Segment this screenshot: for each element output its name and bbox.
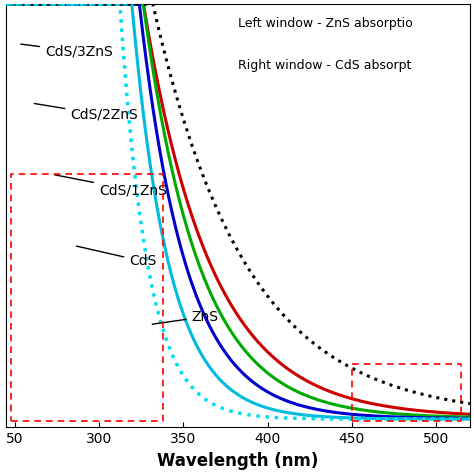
Text: CdS/2ZnS: CdS/2ZnS	[34, 103, 138, 122]
Text: CdS: CdS	[76, 246, 157, 268]
Text: Left window - ZnS absorptio: Left window - ZnS absorptio	[238, 17, 413, 30]
Text: CdS/1ZnS: CdS/1ZnS	[55, 175, 167, 197]
Text: Right window - CdS absorpt: Right window - CdS absorpt	[238, 59, 411, 72]
Text: ZnS: ZnS	[152, 310, 219, 324]
Text: CdS/3ZnS: CdS/3ZnS	[21, 44, 113, 59]
X-axis label: Wavelength (nm): Wavelength (nm)	[157, 452, 319, 470]
